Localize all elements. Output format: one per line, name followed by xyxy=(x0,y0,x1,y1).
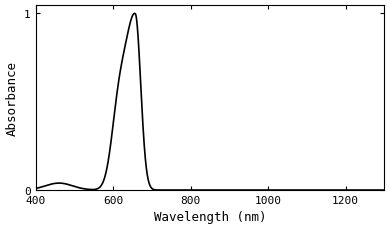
X-axis label: Wavelength (nm): Wavelength (nm) xyxy=(154,210,266,224)
Y-axis label: Absorbance: Absorbance xyxy=(5,60,19,135)
